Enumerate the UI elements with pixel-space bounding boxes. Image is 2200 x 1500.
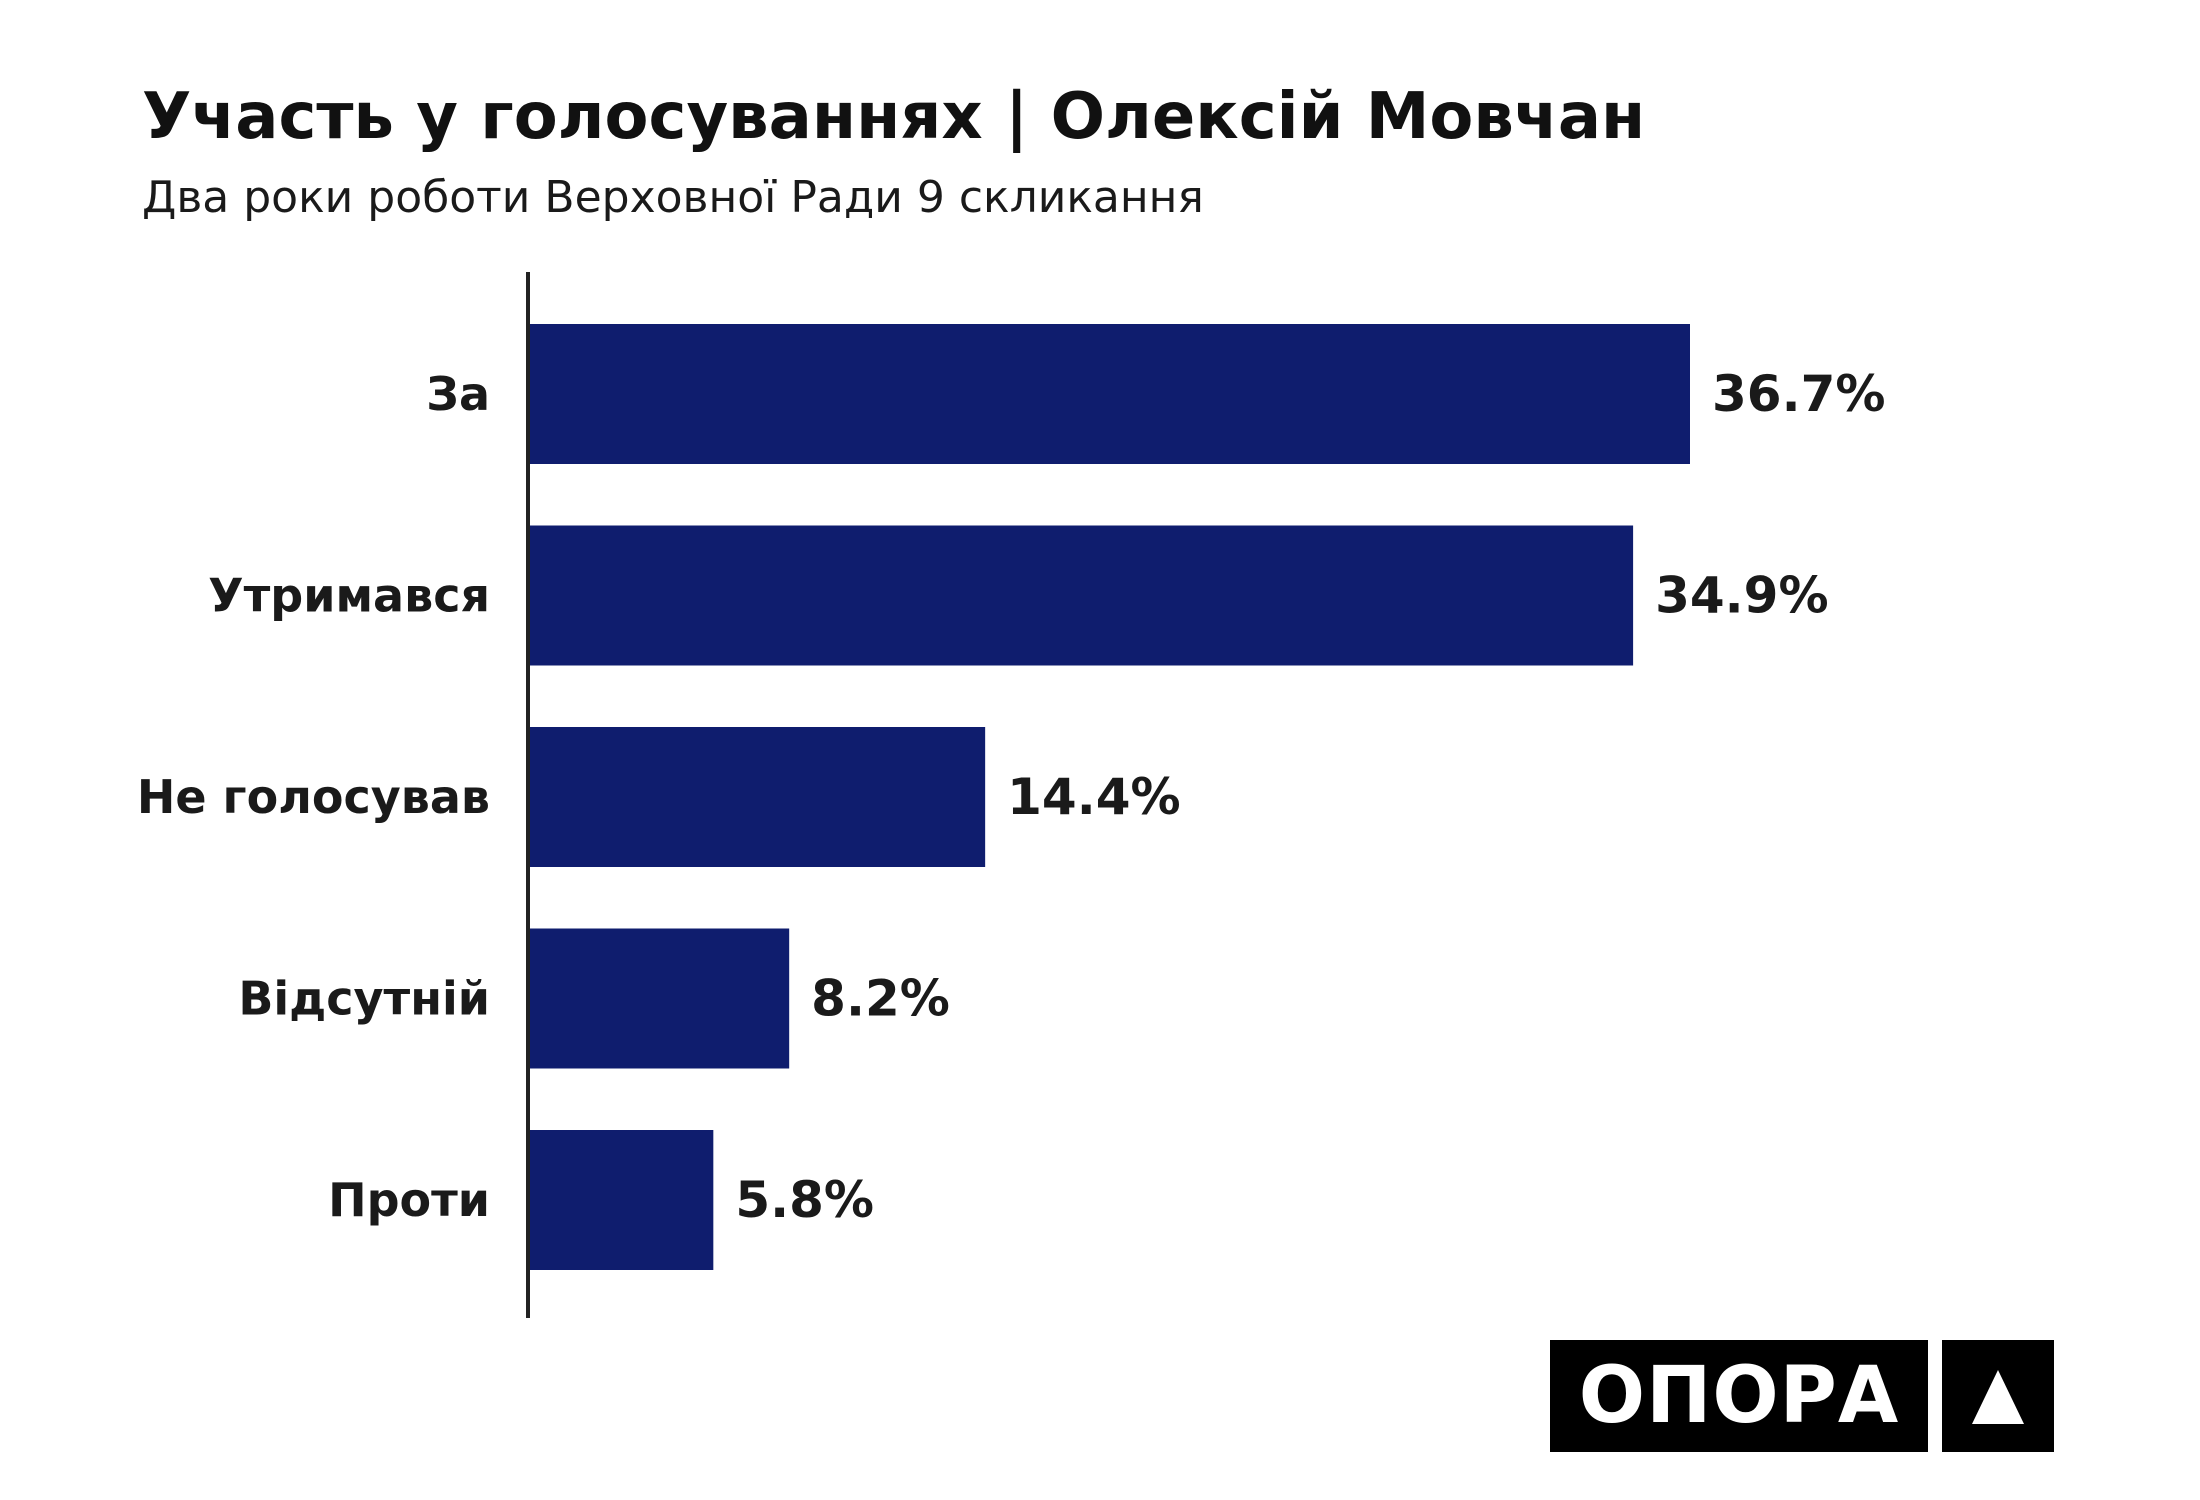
chart-subtitle: Два роки роботи Верховної Ради 9 скликан… xyxy=(142,172,1204,223)
bar xyxy=(530,928,790,1069)
chart-title: Участь у голосуваннях | Олексій Мовчан xyxy=(142,80,1646,154)
value-label: 34.9% xyxy=(1655,567,1828,625)
opora-logo: ОПОРА xyxy=(1550,1340,1928,1452)
value-label: 36.7% xyxy=(1712,365,1885,423)
bar xyxy=(530,727,986,867)
category-label: За xyxy=(426,367,490,421)
bar xyxy=(530,1130,714,1270)
triangle-icon xyxy=(1942,1340,2054,1452)
category-label: Проти xyxy=(328,1173,490,1227)
bar xyxy=(530,324,1690,464)
category-label: Не голосував xyxy=(137,770,490,824)
category-label: Відсутній xyxy=(238,972,490,1026)
category-label: Утримався xyxy=(208,569,490,623)
value-label: 8.2% xyxy=(811,970,950,1028)
value-label: 14.4% xyxy=(1007,768,1180,826)
bar xyxy=(530,525,1634,666)
value-label: 5.8% xyxy=(735,1171,874,1229)
